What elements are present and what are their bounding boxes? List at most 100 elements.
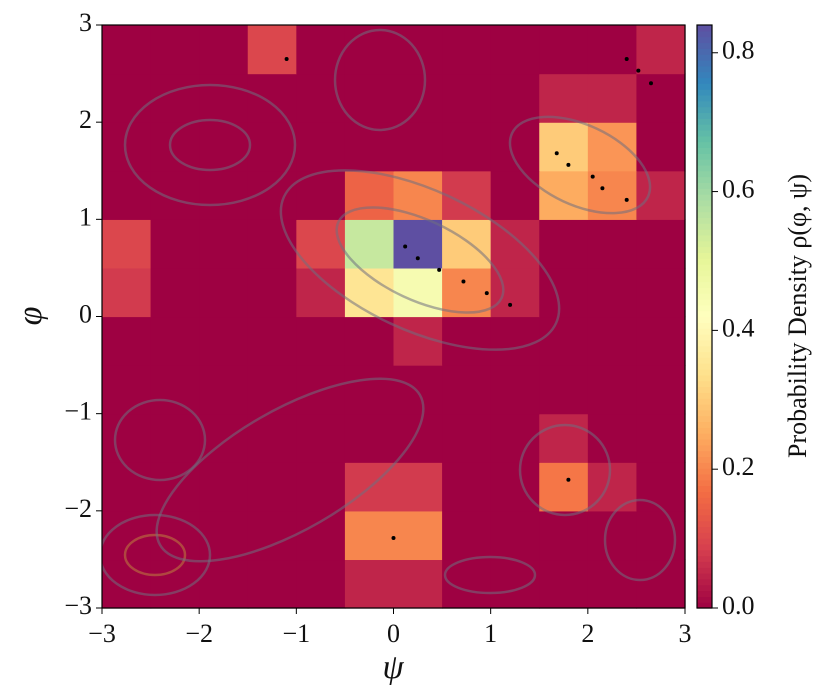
heat-cell	[636, 73, 686, 123]
heat-cell	[199, 316, 249, 366]
heat-cell	[296, 413, 346, 463]
colorbar-swatch	[697, 25, 712, 32]
contour	[123, 83, 297, 207]
colorbar-swatch	[697, 473, 712, 481]
heat-cell	[539, 413, 589, 463]
heat-cell	[442, 267, 492, 318]
heat-cell	[539, 267, 589, 318]
colorbar-swatch	[697, 386, 712, 393]
point	[590, 174, 595, 179]
heat-cell	[393, 510, 443, 561]
colorbar-swatch	[697, 573, 712, 580]
colorbar-swatch	[697, 170, 712, 178]
colorbar-swatch	[697, 491, 712, 498]
heat-cell	[587, 267, 638, 318]
colorbar-swatch	[697, 229, 712, 236]
heat-cell	[442, 170, 492, 220]
heat-cell	[587, 73, 638, 123]
y-tick-label: 1	[79, 202, 92, 231]
heat-cell	[102, 365, 152, 415]
colorbar-swatch	[697, 48, 712, 55]
y-axis-label: φ	[12, 307, 49, 326]
y-tick-label: −3	[64, 591, 92, 620]
contour	[113, 398, 207, 482]
heat-cell	[539, 73, 589, 123]
heat-cell	[587, 510, 638, 561]
colorbar-swatch	[697, 549, 712, 557]
colorbar-swatch	[697, 520, 712, 527]
colorbar-swatch	[697, 538, 712, 545]
colorbar-swatch	[697, 59, 712, 67]
heat-cell	[102, 73, 152, 123]
heat-cell	[636, 267, 686, 318]
heat-cell	[442, 219, 492, 269]
heat-cell	[296, 510, 346, 561]
colorbar-swatch	[697, 333, 712, 341]
y-tick-label: 3	[79, 8, 92, 37]
heat-cell	[636, 25, 686, 75]
colorbar-tick-label: 0.2	[722, 452, 755, 481]
heat-cell	[150, 365, 200, 415]
point	[484, 291, 489, 296]
colorbar-swatch	[697, 590, 712, 597]
colorbar-swatch	[697, 368, 712, 376]
heat-cell	[199, 122, 249, 172]
colorbar-swatch	[697, 275, 712, 283]
heat-cell	[636, 413, 686, 463]
heat-cell	[344, 316, 395, 366]
x-tick-label: −2	[185, 619, 213, 648]
y-tick-label: −2	[64, 494, 92, 523]
colorbar-swatch	[697, 264, 712, 271]
heat-cell	[636, 462, 686, 512]
colorbar-tick-label: 0.8	[722, 36, 755, 65]
heat-cell	[636, 365, 686, 415]
colorbar-swatch	[697, 584, 712, 592]
y-tick-label: 0	[79, 299, 92, 328]
colorbar-swatch	[697, 450, 712, 458]
point	[566, 162, 571, 167]
colorbar-tick-label: 0.6	[722, 175, 755, 204]
colorbar-swatch	[697, 479, 712, 487]
heat-cell	[344, 413, 395, 463]
heat-cell	[636, 559, 686, 609]
heat-cell	[490, 462, 540, 512]
heat-cell	[490, 510, 540, 561]
heat-cell	[296, 122, 346, 172]
heat-cell	[539, 316, 589, 366]
colorbar-swatch	[697, 164, 712, 172]
heat-cell	[490, 365, 540, 415]
heat-cell	[393, 25, 443, 75]
colorbar-swatch	[697, 433, 712, 440]
heat-cell	[199, 267, 249, 318]
contour	[335, 206, 505, 314]
heat-cell	[636, 122, 686, 172]
contour	[155, 377, 425, 563]
contour	[443, 555, 537, 595]
heat-cell	[539, 559, 589, 609]
heat-cell	[247, 365, 297, 415]
colorbar-swatch	[697, 339, 712, 347]
heat-cell	[150, 267, 200, 318]
colorbar-swatch	[697, 374, 712, 382]
point	[437, 267, 442, 272]
heat-cell	[102, 413, 152, 463]
colorbar-swatch	[697, 106, 712, 114]
colorbar-swatch	[697, 112, 712, 119]
colorbar-swatch	[697, 281, 712, 288]
point	[636, 68, 641, 73]
heat-cell	[102, 462, 152, 512]
x-tick-label: −1	[282, 619, 310, 648]
colorbar-swatch	[697, 497, 712, 504]
heat-cell	[296, 316, 346, 366]
colorbar-swatch	[697, 153, 712, 160]
heat-cell	[442, 413, 492, 463]
colorbar-swatch	[697, 188, 712, 195]
colorbar-swatch	[697, 246, 712, 253]
heat-cell	[393, 365, 443, 415]
heat-cell	[393, 559, 443, 609]
point	[391, 536, 396, 541]
colorbar-swatch	[697, 83, 712, 90]
colorbar-swatch	[697, 205, 712, 213]
heat-cell	[587, 559, 638, 609]
